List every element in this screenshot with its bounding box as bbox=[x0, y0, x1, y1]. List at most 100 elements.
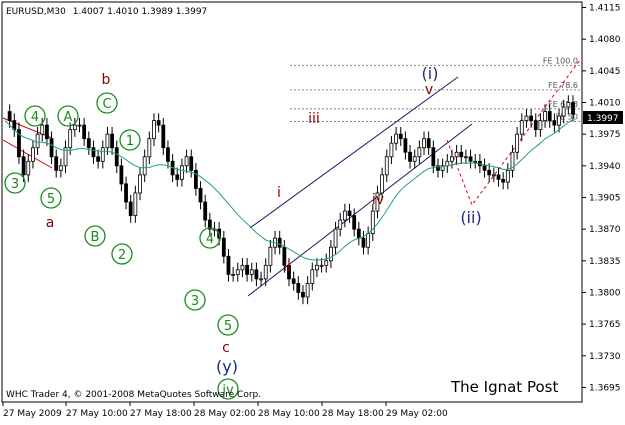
candle-body bbox=[417, 147, 422, 158]
x-tick-label: 27 May 2009 bbox=[3, 409, 62, 419]
candle-body bbox=[91, 147, 96, 158]
candle-body bbox=[82, 124, 87, 140]
wave-label-red: b bbox=[102, 72, 111, 88]
candle-body bbox=[496, 174, 501, 180]
current-price-marker: 1.3997 bbox=[583, 111, 623, 124]
candle-body bbox=[119, 165, 124, 185]
candle-body bbox=[287, 264, 291, 280]
plot-frame bbox=[1, 1, 583, 403]
candle-body bbox=[17, 129, 21, 158]
candle-body bbox=[166, 147, 170, 162]
svg-text:A: A bbox=[64, 110, 73, 125]
current-price-label: 1.3997 bbox=[587, 114, 619, 124]
old-channel-upper bbox=[2, 117, 53, 139]
wave-label-navy: (i) bbox=[422, 64, 439, 83]
candle-body bbox=[133, 192, 138, 216]
candle-body bbox=[254, 269, 259, 280]
candle-body bbox=[384, 156, 389, 176]
candle-body bbox=[422, 138, 426, 149]
candle-body bbox=[366, 233, 371, 248]
candle-body bbox=[398, 133, 403, 140]
symbol-title: EURUSD,M30 1.4007 1.4010 1.3989 1.3997 bbox=[6, 7, 207, 17]
candle-body bbox=[63, 147, 68, 167]
candle-body bbox=[291, 278, 296, 284]
candle-body bbox=[380, 174, 385, 194]
candle-body bbox=[338, 219, 343, 230]
wave-label-circled: A bbox=[57, 105, 79, 127]
candle-body bbox=[110, 133, 114, 149]
candle-body bbox=[86, 138, 91, 149]
candle-body bbox=[198, 188, 203, 203]
candle-body bbox=[277, 237, 282, 248]
candle-body bbox=[566, 102, 571, 108]
candle-body bbox=[468, 156, 473, 162]
candle-body bbox=[221, 237, 226, 257]
candle-body bbox=[259, 278, 263, 281]
candle-body bbox=[100, 147, 105, 162]
wave-label-circled: 5 bbox=[217, 314, 239, 336]
candle-body bbox=[333, 228, 338, 248]
candle-body bbox=[301, 292, 305, 298]
watermark-text: The Ignat Post bbox=[450, 378, 558, 396]
candle-body bbox=[538, 120, 543, 131]
wave-label-red: i bbox=[277, 185, 281, 201]
candle-body bbox=[440, 165, 445, 171]
candle-body bbox=[96, 156, 101, 162]
candle-body bbox=[356, 228, 361, 239]
time-axis: 27 May 2009 27 May 10:00 27 May 18:00 28 Ma… bbox=[2, 402, 448, 419]
svg-text:1: 1 bbox=[126, 134, 134, 149]
wave-label-circled: B bbox=[84, 225, 106, 247]
y-tick-label: 1.3730 bbox=[589, 352, 621, 362]
candle-body bbox=[268, 246, 273, 266]
candle-body bbox=[571, 102, 575, 115]
candle-body bbox=[403, 138, 408, 153]
svg-text:3: 3 bbox=[11, 177, 19, 192]
svg-text:4: 4 bbox=[31, 110, 39, 125]
x-tick-label: 29 May 02:00 bbox=[386, 409, 448, 419]
candle-body bbox=[347, 210, 352, 216]
candle-body bbox=[161, 124, 166, 149]
moving-average-line bbox=[4, 119, 574, 261]
wave-label-navy: (y) bbox=[216, 357, 238, 376]
wave-label-circled: 1 bbox=[119, 129, 141, 151]
wave-label-circled: iv bbox=[217, 378, 239, 400]
svg-text:5: 5 bbox=[224, 319, 232, 334]
candle-body bbox=[45, 124, 49, 140]
candle-body bbox=[352, 215, 357, 230]
candle-body bbox=[31, 147, 35, 162]
candle-body bbox=[77, 124, 82, 127]
candle-body bbox=[156, 120, 161, 126]
y-tick-label: 1.3870 bbox=[589, 225, 621, 235]
candle-body bbox=[128, 201, 133, 216]
wave-label-circled: 3 bbox=[184, 289, 206, 311]
candle-body bbox=[487, 169, 492, 176]
candle-body bbox=[175, 174, 180, 180]
y-tick-label: 1.3905 bbox=[589, 193, 621, 203]
candle-body bbox=[249, 269, 254, 275]
candle-body bbox=[426, 138, 431, 149]
wave-label-circled: C bbox=[96, 92, 118, 114]
candle-body bbox=[450, 156, 454, 162]
fib-level-label: FE 100.0 bbox=[543, 56, 578, 65]
candle-body bbox=[105, 133, 110, 149]
candle-body bbox=[203, 201, 208, 221]
candle-body bbox=[282, 246, 287, 266]
candle-body bbox=[240, 264, 245, 271]
candle-body bbox=[124, 183, 128, 203]
candle-body bbox=[114, 147, 119, 167]
price-axis: 1.4115 1.4080 1.4045 1.4010 1.3975 1.3940 1.39… bbox=[582, 4, 621, 393]
y-tick-label: 1.3765 bbox=[589, 320, 621, 330]
candle-body bbox=[49, 138, 54, 158]
candle-body bbox=[482, 165, 487, 171]
candle-body bbox=[519, 120, 524, 135]
y-tick-label: 1.3835 bbox=[589, 257, 621, 267]
candle-body bbox=[464, 156, 468, 159]
fib-level-label: FE 61.8 bbox=[548, 100, 578, 109]
svg-text:4: 4 bbox=[206, 232, 214, 247]
candle-body bbox=[180, 165, 184, 180]
fib-level-label: FE 50 bbox=[556, 112, 578, 121]
candle-body bbox=[389, 142, 394, 158]
candle-body bbox=[431, 147, 436, 167]
old-channel-lower bbox=[2, 139, 53, 169]
